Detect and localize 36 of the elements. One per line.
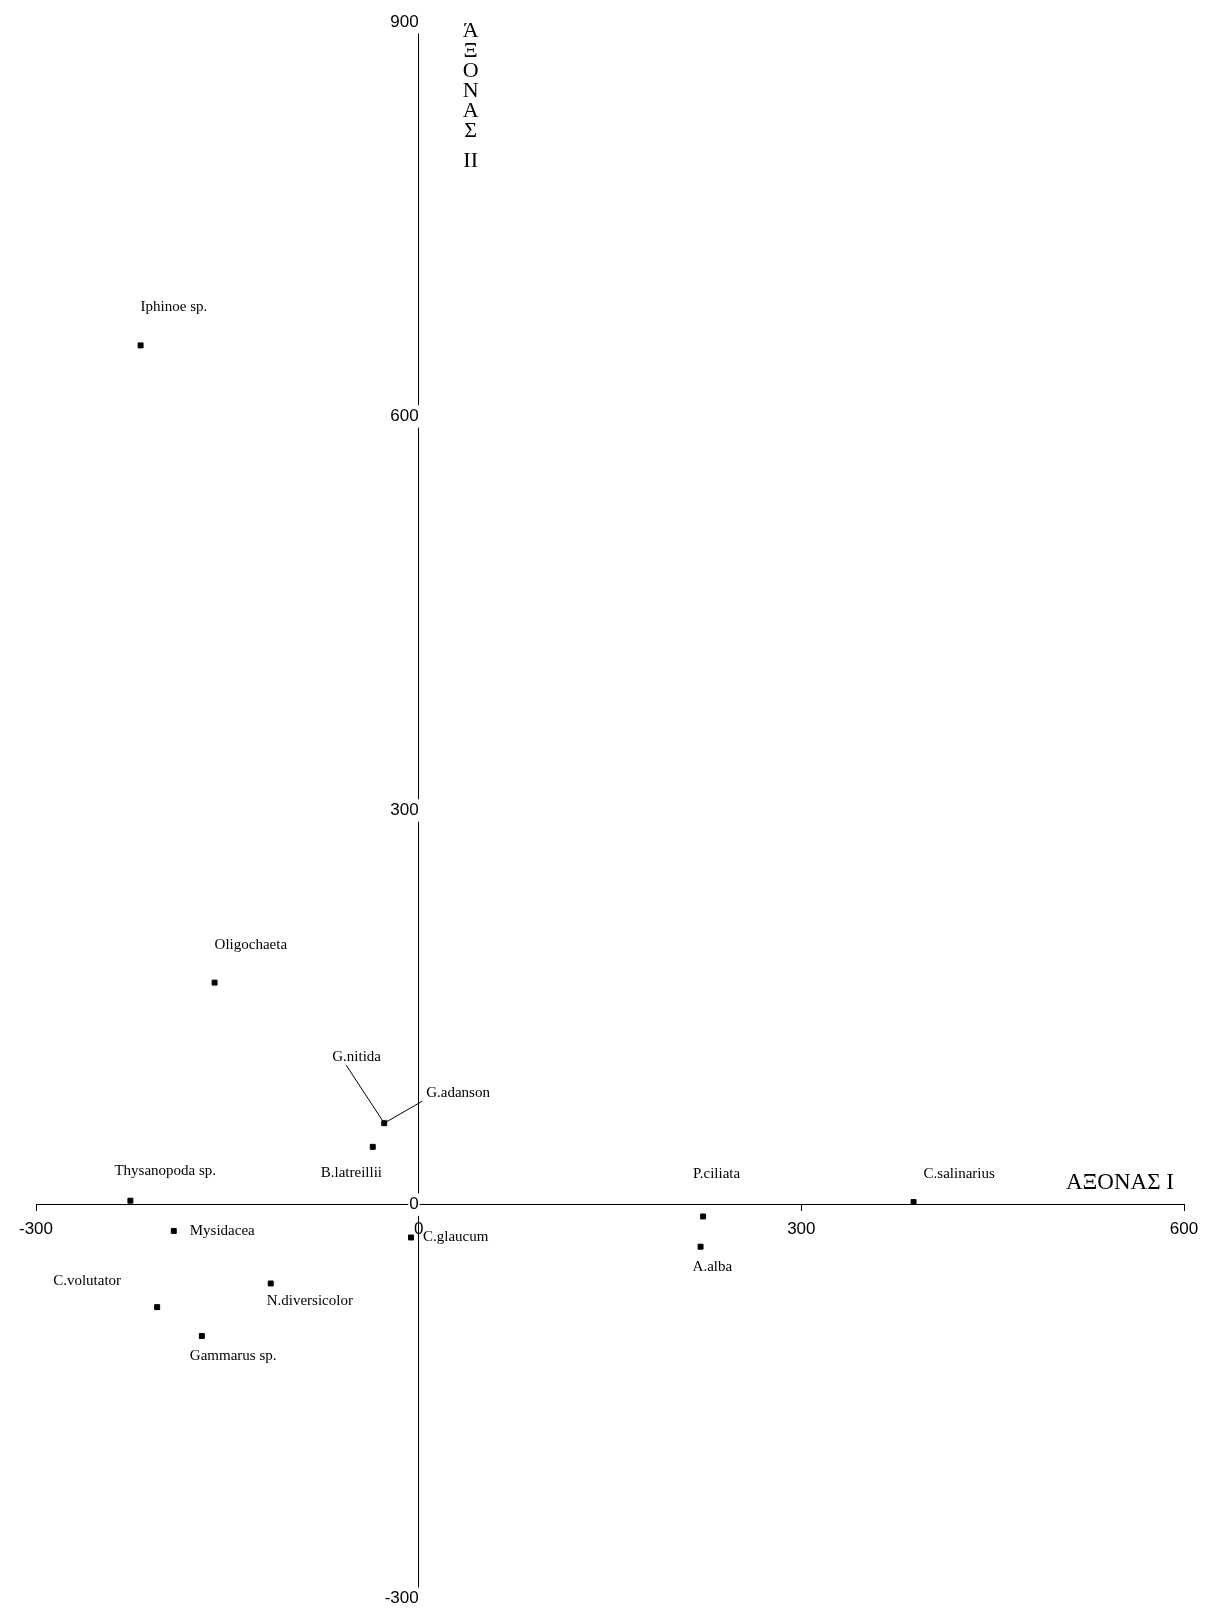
point: [910, 1199, 917, 1205]
y-tick-label: 300: [390, 800, 419, 820]
y-axis-title: ΆΞΟΝΑΣ II: [462, 16, 479, 172]
point: [198, 1333, 205, 1340]
point: [408, 1234, 414, 1241]
annotation: Gammarus sp.: [189, 1346, 277, 1363]
y-tick-label: -300: [384, 1588, 419, 1608]
x-tick-label: 600: [1169, 1218, 1199, 1238]
point: [137, 342, 144, 349]
annotation: C.glaucum: [423, 1228, 489, 1245]
point: [154, 1304, 161, 1311]
x-tick-label: -300: [18, 1218, 54, 1238]
point: [700, 1213, 707, 1220]
y-tick-label: 900: [390, 11, 419, 31]
annotation: G.nitida: [332, 1048, 382, 1065]
point: [697, 1243, 704, 1250]
x-axis-title: ΑΞΟΝΑΣ I: [1065, 1168, 1174, 1194]
annotation: B.latreillii: [320, 1163, 382, 1180]
annotation: P.ciliata: [693, 1165, 741, 1182]
x-tick-label: 300: [787, 1218, 816, 1238]
annotation: Mysidacea: [189, 1221, 256, 1238]
annotation: N.diversicolor: [266, 1292, 353, 1309]
annotation: C.salinarius: [923, 1164, 995, 1181]
annotation: G.adanson: [426, 1084, 491, 1101]
y-tick-label: 600: [390, 406, 419, 426]
y-tick-label: 0: [409, 1194, 419, 1214]
point: [369, 1143, 376, 1150]
point: [211, 979, 218, 986]
annotation: Iphinoe sp.: [140, 298, 208, 315]
annotation: C.volutator: [53, 1272, 122, 1289]
point: [267, 1280, 274, 1287]
point: [127, 1197, 134, 1204]
point: [170, 1227, 177, 1234]
annotation: Oligochaeta: [214, 935, 288, 952]
annotation: A.alba: [692, 1257, 733, 1274]
annotation: Thysanopoda sp.: [114, 1161, 217, 1178]
